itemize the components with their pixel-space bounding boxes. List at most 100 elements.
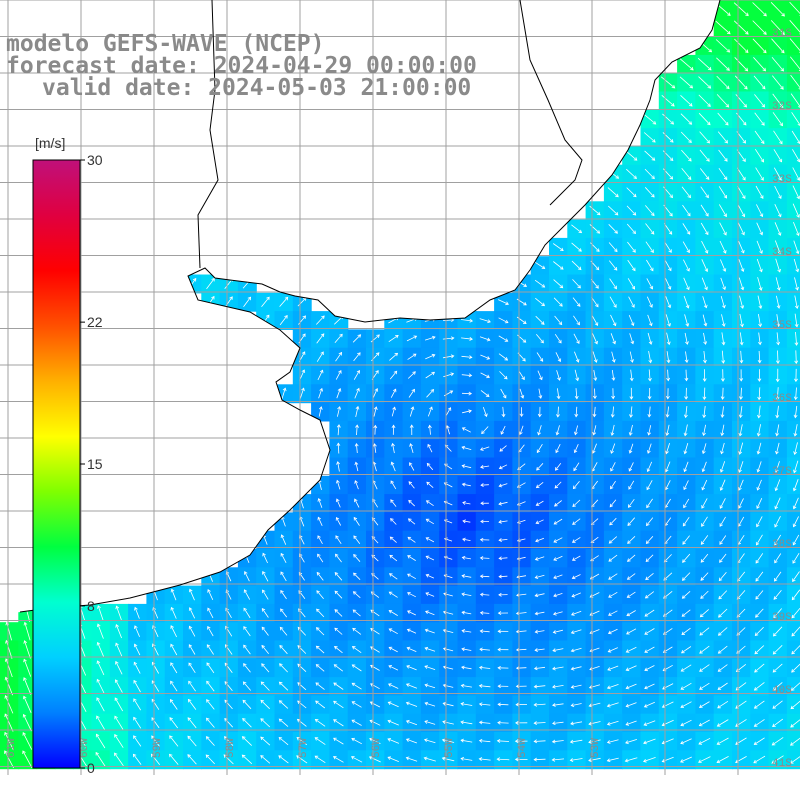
wind-cell	[787, 512, 800, 531]
wind-cell	[695, 586, 714, 605]
wind-cell	[750, 622, 769, 641]
wind-cell	[641, 494, 660, 513]
wind-cell	[750, 531, 769, 550]
wind-cell	[732, 586, 751, 605]
wind-arrow	[595, 389, 596, 399]
wind-cell	[659, 494, 678, 513]
wind-cell	[512, 476, 531, 495]
wind-cell	[494, 458, 513, 477]
wind-cell	[604, 586, 623, 605]
wind-cell	[787, 275, 800, 294]
wind-cell	[622, 567, 641, 586]
wind-cell	[567, 458, 586, 477]
wind-cell	[659, 695, 678, 714]
lat-label: 41S	[772, 758, 792, 770]
wind-cell	[549, 494, 568, 513]
wind-cell	[421, 366, 440, 385]
wind-cell	[622, 604, 641, 623]
wind-cell	[659, 531, 678, 550]
colorbar-gradient	[33, 160, 80, 768]
wind-cell	[604, 549, 623, 568]
wind-cell	[787, 421, 800, 440]
wind-cell	[750, 586, 769, 605]
wind-cell	[329, 366, 348, 385]
wind-cell	[677, 494, 696, 513]
wind-cell	[695, 549, 714, 568]
wind-cell	[311, 311, 330, 330]
wind-cell	[531, 458, 550, 477]
wind-cell	[769, 622, 788, 641]
wind-cell	[695, 531, 714, 550]
lat-label: 34S	[772, 247, 792, 259]
lat-label: 39S	[772, 612, 792, 624]
wind-cell	[714, 604, 733, 623]
wind-cell	[714, 531, 733, 550]
wind-cell	[622, 494, 641, 513]
lon-label: 60W	[79, 738, 91, 758]
wind-cell	[586, 476, 605, 495]
wind-cell	[604, 604, 623, 623]
wind-cell	[531, 476, 550, 495]
wind-cell	[750, 732, 769, 751]
wind-cell	[641, 659, 660, 678]
wind-cell	[384, 348, 403, 367]
lat-label: 37S	[772, 466, 792, 478]
wind-cell	[659, 476, 678, 495]
wind-cell	[787, 732, 800, 751]
wind-cell	[549, 476, 568, 495]
wind-cell	[275, 311, 294, 330]
wind-cell	[622, 586, 641, 605]
wind-cell	[586, 512, 605, 531]
wind-cell	[622, 622, 641, 641]
wind-cell	[586, 458, 605, 477]
lat-label: 35S	[772, 320, 792, 332]
wind-cell	[403, 384, 422, 403]
wind-cell	[567, 567, 586, 586]
wind-cell	[403, 366, 422, 385]
wind-cell	[366, 366, 385, 385]
wind-cell	[714, 622, 733, 641]
wind-cell	[769, 567, 788, 586]
colorbar-unit: [m/s]	[35, 135, 65, 151]
wind-cell	[329, 348, 348, 367]
wind-cell	[695, 494, 714, 513]
wind-arrow	[796, 350, 797, 363]
wind-cell	[677, 567, 696, 586]
wind-cell	[787, 439, 800, 458]
wind-cell	[311, 366, 330, 385]
wind-cell	[586, 531, 605, 550]
wind-cell	[750, 604, 769, 623]
lon-label: 59W	[152, 738, 164, 758]
wind-cell	[348, 366, 367, 385]
wind-cell	[677, 512, 696, 531]
wind-cell	[732, 512, 751, 531]
wind-cell	[787, 695, 800, 714]
wind-cell	[366, 329, 385, 348]
wind-arrow	[375, 426, 376, 435]
wind-cell	[512, 458, 531, 477]
wind-cell	[714, 494, 733, 513]
wind-cell	[695, 512, 714, 531]
wind-arrow	[704, 388, 705, 400]
wind-cell	[384, 384, 403, 403]
wind-cell	[787, 549, 800, 568]
wind-cell	[567, 476, 586, 495]
lon-label: 56W	[371, 738, 383, 758]
wind-arrow	[481, 576, 490, 577]
wind-cell	[769, 732, 788, 751]
wind-arrow	[481, 558, 490, 559]
wind-cell	[604, 512, 623, 531]
wind-cell	[677, 604, 696, 623]
wind-cell	[787, 293, 800, 312]
wind-cell	[256, 293, 275, 312]
colorbar-tick-label: 8	[87, 598, 95, 614]
wind-cell	[659, 567, 678, 586]
wind-arrow	[686, 370, 687, 381]
wind-cell	[714, 695, 733, 714]
wind-cell	[348, 329, 367, 348]
wind-cell	[750, 512, 769, 531]
wind-cell	[549, 512, 568, 531]
wind-cell	[787, 476, 800, 495]
wind-cell	[604, 531, 623, 550]
wind-cell	[659, 622, 678, 641]
